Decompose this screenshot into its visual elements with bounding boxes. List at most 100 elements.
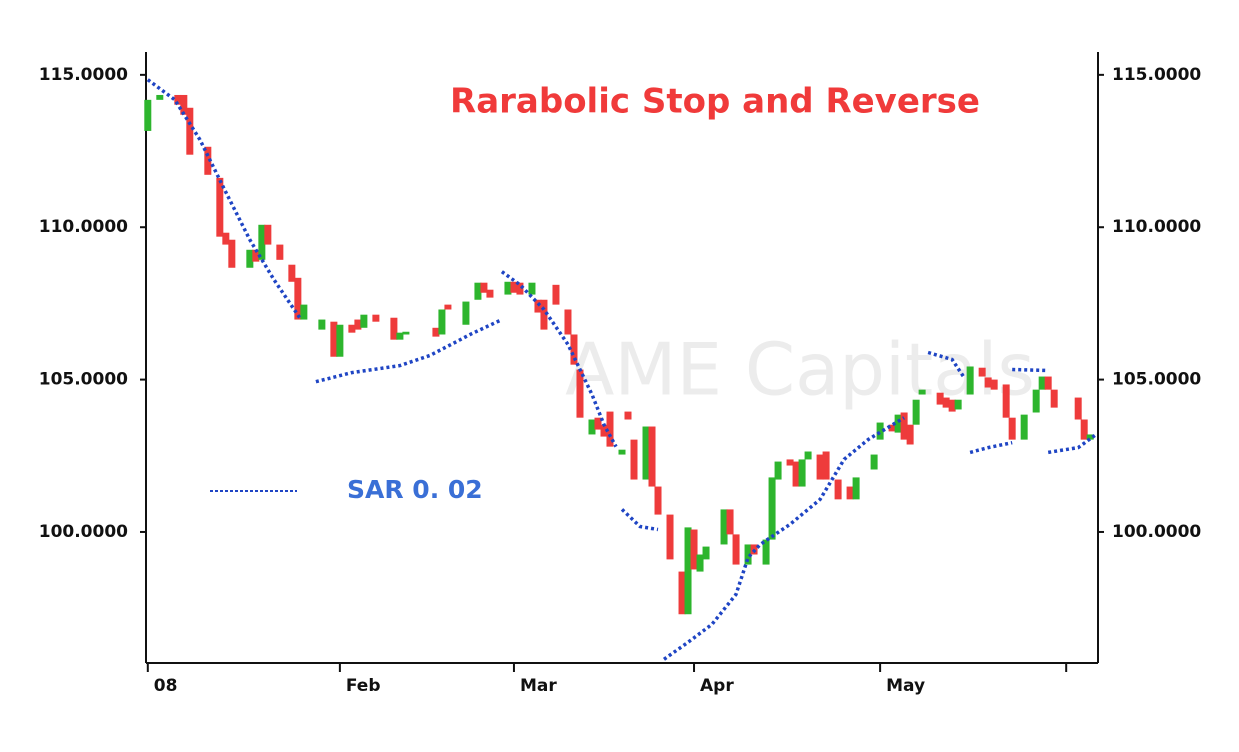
candle: [360, 314, 368, 328]
y-tick-label: 115.0000: [39, 65, 128, 85]
candle: [696, 554, 704, 572]
candle: [846, 486, 854, 500]
candle: [348, 324, 356, 333]
candle: [1002, 384, 1010, 418]
candle: [978, 367, 986, 377]
candle: [474, 282, 482, 300]
candle: [798, 459, 806, 487]
candle: [936, 392, 944, 405]
candle: [258, 224, 266, 260]
candle: [648, 426, 656, 487]
candle: [576, 369, 584, 418]
candle: [552, 284, 560, 305]
candle: [228, 239, 236, 268]
candle: [606, 411, 614, 447]
candle: [372, 314, 380, 322]
candle: [894, 414, 902, 433]
candle: [678, 571, 686, 615]
candle: [870, 454, 878, 470]
candle: [336, 324, 344, 357]
candle: [318, 319, 326, 330]
candle: [390, 317, 398, 340]
candle: [432, 327, 440, 337]
y-tick-label: 100.0000: [39, 522, 128, 542]
candle: [156, 94, 164, 100]
candle: [744, 544, 752, 565]
candle: [834, 479, 842, 500]
candle: [684, 527, 692, 615]
y2-tick-label: 115.0000: [1112, 65, 1201, 85]
candle: [630, 439, 638, 480]
candle: [1086, 434, 1094, 440]
candle: [954, 399, 962, 410]
candle: [588, 419, 596, 435]
y-tick-label: 105.0000: [39, 370, 128, 390]
candle: [600, 424, 608, 437]
candle: [354, 319, 362, 330]
candle: [720, 509, 728, 545]
candle: [462, 301, 470, 325]
candle: [570, 334, 578, 365]
x-tick-label: Apr: [700, 676, 734, 696]
candle: [246, 249, 254, 268]
candle: [984, 377, 992, 388]
candle: [888, 424, 896, 432]
candle: [276, 244, 284, 260]
candle: [642, 426, 650, 480]
candle: [624, 411, 632, 420]
y2-tick-label: 105.0000: [1112, 370, 1201, 390]
candle: [774, 461, 782, 480]
candle: [330, 321, 338, 357]
legend-label: SAR 0. 02: [347, 475, 483, 504]
candle: [438, 309, 446, 335]
candle: [966, 366, 974, 395]
y2-tick-label: 100.0000: [1112, 522, 1201, 542]
candle: [822, 451, 830, 480]
candle: [186, 107, 194, 155]
candle: [486, 289, 494, 298]
x-tick-label: May: [886, 676, 925, 696]
candle: [510, 281, 518, 293]
candle: [252, 249, 260, 262]
candle: [180, 94, 188, 115]
candle: [1032, 389, 1040, 413]
candle: [900, 412, 908, 440]
candle: [1020, 414, 1028, 440]
candle: [504, 281, 512, 295]
candle: [618, 449, 626, 455]
candle: [852, 477, 860, 500]
y2-tick-label: 110.0000: [1112, 217, 1201, 237]
candle: [594, 417, 602, 430]
candle: [732, 534, 740, 565]
candle: [786, 459, 794, 466]
candle: [1044, 376, 1052, 390]
candle: [990, 379, 998, 390]
candle: [654, 486, 662, 515]
candle: [288, 264, 296, 282]
watermark: AME Capitals: [565, 328, 1035, 412]
x-tick-label: 08: [154, 676, 178, 696]
candle: [792, 461, 800, 487]
candle: [948, 399, 956, 412]
candle: [762, 539, 770, 565]
x-tick-label: Mar: [520, 676, 557, 696]
candle: [444, 304, 452, 310]
candle: [906, 424, 914, 445]
candle: [1008, 417, 1016, 440]
candle: [726, 509, 734, 535]
candle: [222, 232, 230, 245]
candle: [402, 331, 410, 335]
candle: [144, 99, 152, 131]
candle: [300, 304, 308, 320]
sar-line: [146, 78, 1098, 661]
candle: [204, 146, 212, 175]
chart-title: Rarabolic Stop and Reverse: [450, 82, 980, 122]
candle: [174, 94, 182, 105]
candle: [264, 224, 272, 245]
candle: [528, 282, 536, 295]
candle: [690, 529, 698, 570]
candle: [1050, 389, 1058, 408]
candle: [666, 514, 674, 560]
candle: [480, 282, 488, 293]
